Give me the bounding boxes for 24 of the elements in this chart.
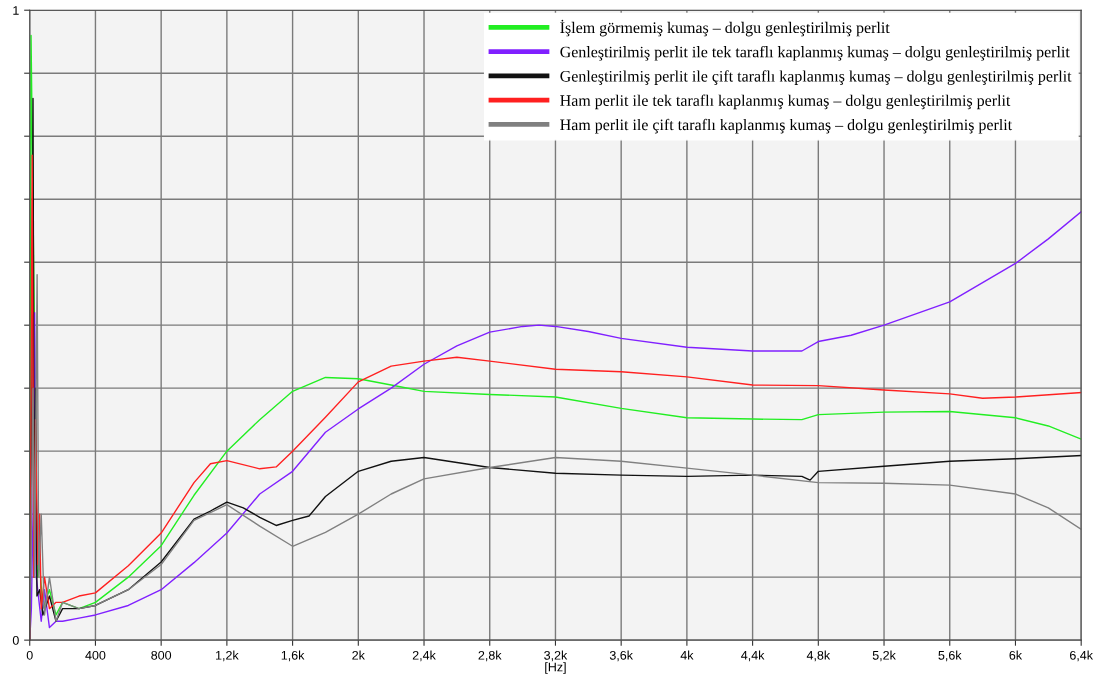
x-tick-label: 2k	[352, 650, 365, 660]
legend-label: Ham perlit ile tek taraflı kaplanmış kumaş – dolgu genleştirilmiş perlit	[560, 94, 1011, 110]
legend-label: İşlem görmemiş kumaş – dolgu genleştirilmiş perlit	[560, 19, 890, 37]
x-tick-label: 6k	[1009, 650, 1023, 660]
x-tick-label: 1,2k	[216, 650, 239, 662]
x-tick-label: 1,6k	[281, 650, 305, 662]
x-axis-title: [Hz]	[545, 662, 566, 674]
x-tick-label: 3,2k	[544, 650, 568, 662]
legend-label: Genleştirilmiş perlit ile tek taraflı kaplanmış kumaş – dolgu genleştirilmiş perlit	[560, 45, 1070, 61]
y-tick-label: 1	[13, 6, 19, 15]
x-tick-label: 3,6k	[609, 650, 633, 662]
legend-label: Genleştirilmiş perlit ile çift taraflı kaplanmış kumaş – dolgu genleştirilmiş perlit	[560, 70, 1072, 85]
x-tick-label: 4,8k	[806, 650, 831, 662]
x-tick-label: 4,4k	[741, 650, 765, 662]
x-tick-label: 0	[26, 650, 33, 660]
x-tick-label: 6,4k	[1070, 650, 1094, 662]
x-tick-label: 2,8k	[478, 650, 502, 662]
x-tick-label: 400	[85, 650, 106, 660]
x-tick-label: 5,6k	[938, 650, 962, 662]
x-tick-label: 2,4k	[412, 650, 436, 662]
x-tick-label: 4k	[680, 650, 694, 660]
legend-label: Ham perlit ile çift taraflı kaplanmış kumaş – dolgu genleştirilmiş perlit	[560, 118, 1013, 134]
x-tick-label: 5,2k	[872, 650, 896, 662]
x-tick-label: 800	[151, 650, 172, 660]
